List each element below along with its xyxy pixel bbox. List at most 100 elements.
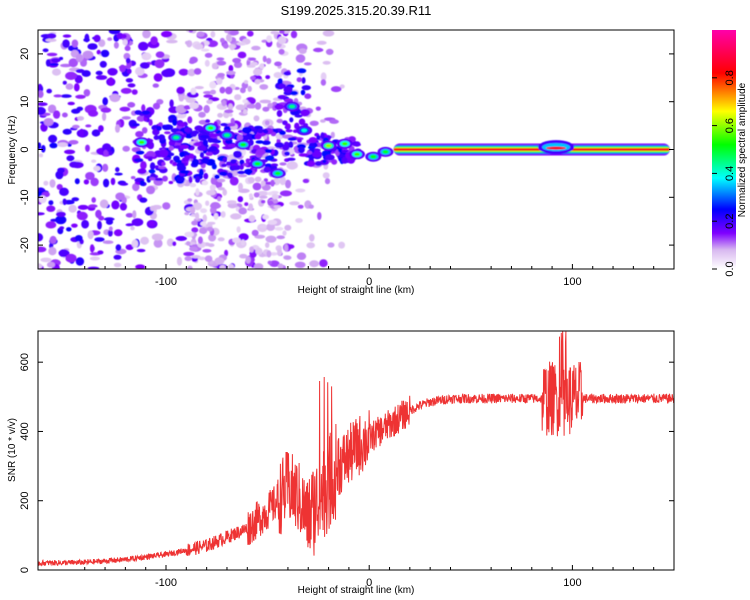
spectrogram-blob — [102, 240, 114, 244]
spectrogram-blob — [273, 72, 283, 79]
spectrogram-blob — [141, 110, 151, 115]
spectrogram-blob — [322, 159, 327, 164]
spectrogram-blob — [178, 68, 189, 76]
spectrogram-blob — [255, 140, 264, 144]
spectrogram-blob — [38, 246, 47, 253]
spectrogram-blob — [211, 163, 217, 170]
spectrogram-blob — [230, 213, 242, 220]
spectrogram-blob — [62, 198, 67, 206]
spectrogram-ytick-label: -20 — [19, 237, 31, 253]
spectrogram-blob — [306, 160, 316, 167]
spectrogram-blob — [204, 59, 210, 67]
spectrogram-blob — [172, 119, 178, 126]
spectrogram-blob — [113, 41, 119, 49]
spectrogram-blob — [303, 62, 312, 66]
spectrogram-ytick-label: -10 — [19, 189, 31, 205]
snr-series-line — [38, 331, 674, 567]
spectrogram-blob — [209, 184, 216, 191]
spectrogram-blob — [38, 263, 43, 269]
spectrogram-blob — [216, 57, 225, 61]
spectrogram-blob — [309, 120, 319, 127]
spectrogram-blob — [135, 131, 144, 138]
spectrogram-blob — [176, 86, 185, 95]
spectrogram-blob — [274, 104, 285, 110]
spectrogram-blob — [253, 263, 264, 269]
spectrogram-blob — [150, 205, 156, 211]
spectrogram-blob — [130, 176, 136, 180]
spectrogram-blob — [194, 43, 204, 50]
spectrogram-blob — [329, 119, 339, 124]
spectrogram-blob — [69, 161, 80, 168]
spectrogram-blob — [242, 99, 248, 104]
spectrogram-blob — [255, 247, 263, 255]
spectrogram-blob — [267, 102, 274, 109]
spectrogram-blob — [102, 97, 108, 106]
spectrogram-blob — [248, 57, 257, 61]
spectrogram-blob — [296, 68, 307, 74]
spectrogram-blob — [41, 145, 46, 153]
spectrogram-blob — [71, 39, 79, 48]
spectrogram-blob — [254, 162, 261, 166]
spectrogram-blob — [277, 36, 287, 45]
spectrogram-blob — [215, 180, 223, 189]
spectrogram-blob — [225, 86, 233, 95]
spectrogram-blob — [266, 223, 276, 232]
spectrogram-blob — [88, 110, 99, 117]
spectrogram-blob — [229, 30, 239, 36]
spectrogram-blob — [266, 57, 272, 65]
spectrogram-blob — [60, 94, 72, 98]
spectrogram-blob — [52, 68, 61, 76]
spectrogram-blob — [154, 165, 159, 169]
snr-ticks: -100 0 100 0 200 400 600 — [19, 353, 674, 589]
colorbar-tick-label: 0.8 — [724, 70, 736, 85]
colorbar-gradient — [712, 30, 736, 269]
spectrogram-blob — [189, 102, 199, 110]
spectrogram-blob — [267, 191, 274, 196]
spectrogram-blob — [226, 34, 231, 42]
spectrogram-blob — [284, 224, 292, 231]
spectrogram-blob — [285, 123, 291, 130]
spectrogram-blob — [126, 68, 132, 75]
spectrogram-blob — [238, 207, 247, 215]
spectrogram-blob — [229, 176, 239, 186]
spectrogram-blob — [194, 125, 204, 131]
spectrogram-blob — [95, 209, 102, 219]
spectrogram-blob — [546, 146, 567, 150]
spectrogram-blob — [224, 30, 230, 34]
spectrogram-blob — [53, 94, 63, 98]
spectrogram-blob — [71, 197, 80, 202]
spectrogram-blob — [38, 106, 46, 115]
spectrogram-blob — [127, 83, 136, 88]
spectrogram-blob — [75, 53, 84, 63]
spectrogram-blob — [74, 178, 80, 185]
spectrogram-blob — [107, 229, 113, 237]
spectrogram-blob — [189, 246, 198, 252]
spectrogram-blob — [148, 157, 153, 162]
spectrogram-blob — [149, 162, 156, 171]
spectrogram-blob — [62, 34, 72, 38]
spectrogram-blob — [42, 48, 49, 53]
spectrogram-blob — [66, 155, 75, 162]
spectrogram-blob — [203, 91, 212, 95]
spectrogram-blob — [339, 84, 345, 89]
spectrogram-blob — [116, 32, 124, 40]
spectrogram-blob — [240, 142, 247, 147]
spectrogram-blob — [155, 51, 165, 58]
spectrogram-blob — [184, 155, 191, 162]
spectrogram-blob — [119, 202, 127, 211]
spectrogram-blob — [152, 129, 160, 136]
spectrogram-blob — [48, 200, 54, 206]
spectrogram-blob — [77, 204, 89, 210]
spectrogram-blob — [139, 180, 145, 186]
spectrogram-blob — [259, 224, 267, 229]
spectrogram-blob — [146, 185, 156, 195]
spectrogram-blob — [169, 99, 174, 108]
spectrogram-xlabel: Height of straight line (km) — [298, 285, 415, 296]
colorbar-label: Normalized spectral amplitude — [737, 82, 748, 217]
spectrogram-blob — [274, 171, 281, 176]
spectrogram-blob — [290, 30, 298, 39]
colorbar-ticks: 0.0 0.2 0.4 0.6 0.8 — [712, 70, 736, 277]
spectrogram-blob — [56, 211, 66, 217]
spectrogram-blob — [270, 163, 279, 167]
snr-ytick-label: 600 — [19, 353, 31, 371]
